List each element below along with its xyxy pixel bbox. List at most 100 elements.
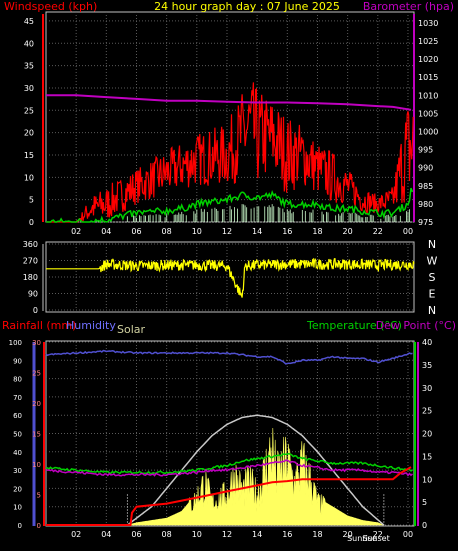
solar-series (127, 427, 384, 526)
temperature-tick-label: 0 (422, 521, 427, 530)
direction-tick-labels: 0 90 180 270 360 (23, 240, 38, 315)
x-tick-label: 18 (312, 227, 322, 236)
x-tick-label: 12 (222, 530, 232, 539)
wind-tick-label: 10 (24, 173, 34, 182)
solar-axis-label: Solar (117, 323, 146, 336)
temperature-tick-label: 35 (422, 361, 432, 370)
wind-tick-label: 5 (29, 196, 34, 205)
barometer-series (46, 94, 412, 111)
compass-label: S (429, 271, 436, 284)
x-tick-label: 10 (192, 530, 202, 539)
sunset-label: Sunset (362, 534, 389, 543)
humidity-tick-label: 70 (13, 394, 22, 402)
rainfall-series (46, 466, 412, 526)
barometer-tick-label: 980 (418, 200, 433, 209)
barometer-tick-label: 1025 (418, 37, 438, 46)
x-tick-label: 16 (282, 227, 292, 236)
wind-tick-label: 45 (24, 17, 34, 26)
barometer-tick-label: 1000 (418, 127, 438, 136)
windspeed-axis-label: Windspeed (kph) (4, 0, 97, 13)
barometer-axis-label: Barometer (hpa) (363, 0, 454, 13)
rainfall-tick-label: 30 (32, 339, 41, 347)
barometer-tick-label: 985 (418, 182, 433, 191)
humidity-series (45, 349, 413, 365)
compass-label: N (428, 304, 436, 317)
barometer-tick-label: 1030 (418, 19, 438, 28)
compass-label: W (427, 255, 438, 268)
temperature-series (45, 452, 413, 475)
x-tick-label: 20 (343, 227, 353, 236)
barometer-tick-label: 1010 (418, 91, 438, 100)
temp-gridlines (46, 341, 414, 526)
x-tick-label: 04 (101, 530, 111, 539)
barometer-tick-label: 995 (418, 146, 433, 155)
humidity-tick-label: 80 (13, 376, 22, 384)
direction-tick-label: 270 (23, 257, 38, 266)
rainfall-tick-labels: 0 5 10 15 20 25 30 (32, 339, 41, 530)
barometer-tick-label: 1005 (418, 109, 438, 118)
compass-label: E (429, 288, 436, 301)
x-tick-label: 08 (162, 227, 172, 236)
humidity-tick-label: 0 (18, 522, 22, 530)
direction-series (46, 257, 415, 298)
rainfall-tick-label: 0 (37, 522, 41, 530)
calm-bars (126, 204, 410, 222)
wind-tick-label: 15 (24, 151, 34, 160)
temperature-humidity-panel: 0 10 20 30 40 50 60 70 80 90 100 0 5 10 15 20 25 30 0 5 10… (2, 319, 456, 543)
rainfall-tick-label: 20 (32, 400, 41, 408)
humidity-axis-label: Humidity (66, 319, 116, 332)
direction-tick-label: 360 (23, 240, 38, 249)
humidity-tick-label: 20 (13, 485, 22, 493)
barometer-tick-label: 975 (418, 218, 433, 227)
temperature-tick-label: 30 (422, 384, 432, 393)
dewpoint-axis-label: Dew Point (°C) (376, 319, 456, 332)
x-tick-label: 22 (373, 227, 383, 236)
x-tick-label: 14 (252, 227, 262, 236)
x-tick-label: 16 (282, 530, 292, 539)
wind-tick-label: 20 (24, 129, 34, 138)
wind-gridlines (46, 12, 414, 223)
direction-tick-label: 0 (33, 306, 38, 315)
temperature-tick-label: 15 (422, 452, 432, 461)
temperature-tick-labels: 0 5 10 15 20 25 30 35 40 (422, 338, 432, 530)
direction-gridlines (46, 243, 414, 311)
humidity-tick-label: 90 (13, 357, 22, 365)
humidity-tick-labels: 0 10 20 30 40 50 60 70 80 90 100 (9, 339, 22, 530)
wind-series (45, 82, 414, 224)
x-tick-label: 04 (101, 227, 111, 236)
x-tick-label: 02 (71, 227, 81, 236)
temperature-tick-label: 25 (422, 407, 432, 416)
barometer-tick-label: 1015 (418, 73, 438, 82)
barometer-tick-label: 990 (418, 164, 433, 173)
x-tick-label: 12 (222, 227, 232, 236)
chart-title: 24 hour graph day : 07 June 2025 (154, 0, 340, 13)
x-tick-label: 22 (373, 530, 383, 539)
dewpoint-series (45, 459, 413, 477)
rainfall-tick-label: 5 (37, 492, 41, 500)
humidity-tick-label: 60 (13, 412, 22, 420)
temperature-tick-label: 5 (422, 498, 427, 507)
temperature-tick-label: 20 (422, 430, 432, 439)
rainfall-tick-label: 15 (32, 431, 41, 439)
wind-tick-label: 40 (24, 39, 34, 48)
sunrise-label: Sunrise (347, 534, 377, 543)
wind-direction-series (46, 257, 415, 298)
average-wind-series (45, 187, 414, 224)
wind-tick-labels: 0 5 10 15 20 25 30 35 40 45 (24, 17, 34, 227)
humidity-tick-label: 30 (13, 467, 22, 475)
x-tick-label: 00 (403, 530, 413, 539)
solar-clear-sky-curve (126, 414, 385, 526)
direction-tick-label: 90 (28, 290, 38, 299)
humidity-tick-label: 10 (13, 504, 22, 512)
x-tick-label: 06 (131, 227, 141, 236)
compass-label: N (428, 238, 436, 251)
wind-tick-label: 0 (29, 218, 34, 227)
wind-tick-label: 30 (24, 84, 34, 93)
temperature-tick-label: 40 (422, 338, 432, 347)
x-tick-label: 00 (403, 227, 413, 236)
humidity-tick-label: 100 (9, 339, 22, 347)
temp-series (45, 349, 413, 526)
